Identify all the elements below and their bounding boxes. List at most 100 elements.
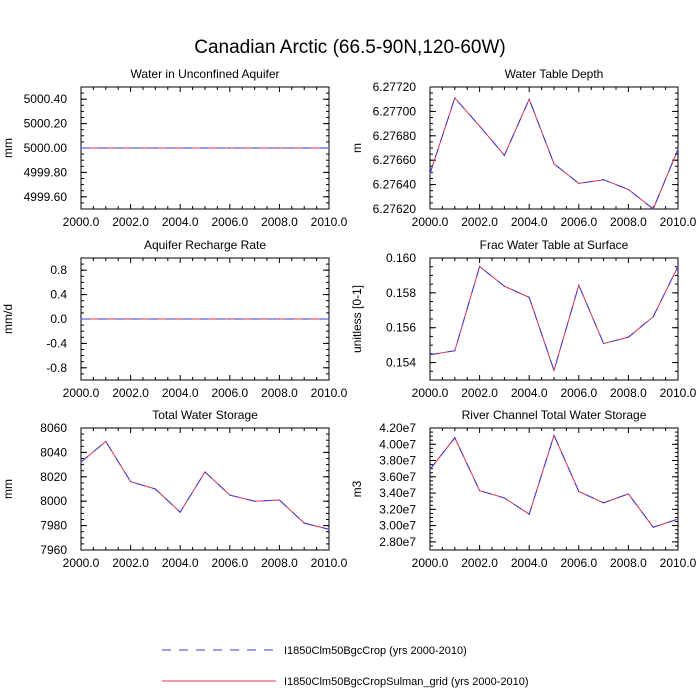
legend-label-case1: I1850Clm50BgcCrop (yrs 2000-2010): [284, 645, 467, 657]
x-tick-label: 2006.0: [211, 386, 248, 400]
y-tick-label: 7980: [40, 519, 67, 533]
data-point: [578, 284, 580, 286]
x-tick-label: 2002.0: [112, 556, 149, 570]
y-tick-label: 4.00e7: [379, 437, 416, 451]
data-point: [652, 208, 654, 210]
x-tick-label: 2008.0: [261, 556, 298, 570]
series-line-case2: [80, 440, 330, 530]
data-point: [204, 147, 206, 149]
series-line-case1: [80, 440, 330, 530]
data-point: [278, 147, 280, 149]
y-tick-label: 0.154: [386, 356, 416, 370]
data-point: [303, 522, 305, 524]
y-tick-label: 6.27620: [373, 202, 417, 216]
y-tick-label: 0.0: [50, 312, 67, 326]
y-tick-label: 6.27680: [373, 129, 417, 143]
y-tick-label: 3.60e7: [379, 470, 416, 484]
series-line-case2: [429, 433, 679, 528]
data-point: [528, 296, 530, 298]
y-tick-label: 4999.60: [24, 190, 68, 204]
data-point: [130, 481, 132, 483]
data-point: [528, 513, 530, 515]
legend-label-case2: I1850Clm50BgcCropSulman_grid (yrs 2000-2…: [284, 676, 529, 688]
figure-title: Canadian Arctic (66.5-90N,120-60W): [194, 37, 506, 58]
x-tick-label: 2010.0: [660, 215, 697, 229]
series-line-case1: [429, 433, 679, 528]
series-line-case1: [429, 96, 679, 210]
data-point: [130, 318, 132, 320]
y-tick-label: 0.8: [50, 263, 67, 277]
x-tick-label: 2000.0: [412, 386, 449, 400]
y-tick-label: 6.27700: [373, 104, 417, 118]
y-tick-label: 7960: [40, 543, 67, 557]
data-point: [429, 173, 431, 175]
data-point: [627, 336, 630, 338]
data-point: [278, 499, 280, 501]
data-point: [627, 188, 630, 191]
data-point: [454, 350, 456, 352]
data-point: [105, 440, 107, 443]
data-point: [578, 490, 580, 493]
y-axis-label: mm: [1, 138, 15, 158]
x-tick-label: 2006.0: [211, 556, 248, 570]
chart-panel-2: Aquifer Recharge Rate mm/d 2000.0 2002.0 200…: [1, 238, 348, 400]
x-tick-label: 2010.0: [660, 556, 697, 570]
y-tick-label: 2.80e7: [379, 535, 416, 549]
x-tick-label: 2006.0: [211, 215, 248, 229]
x-tick-label: 2000.0: [63, 556, 100, 570]
data-point: [503, 154, 505, 156]
y-tick-label: 4999.80: [24, 165, 68, 179]
series-line-case1: [429, 265, 679, 373]
y-tick-label: 0.158: [386, 286, 416, 300]
data-point: [328, 318, 330, 320]
x-tick-label: 2010.0: [311, 386, 348, 400]
data-point: [105, 318, 107, 320]
x-tick-label: 2002.0: [461, 386, 498, 400]
y-tick-label: 3.00e7: [379, 519, 416, 533]
data-point: [229, 318, 231, 320]
plot-frame: [429, 257, 679, 381]
data-point: [627, 493, 630, 495]
data-point: [503, 285, 505, 287]
data-point: [479, 125, 481, 127]
data-point: [503, 497, 505, 499]
y-tick-label: -0.4: [46, 336, 67, 350]
data-point: [652, 316, 654, 318]
data-point: [578, 182, 580, 184]
data-point: [454, 437, 456, 439]
x-tick-label: 2010.0: [311, 215, 348, 229]
data-point: [130, 147, 132, 149]
series-line-case2: [429, 265, 679, 373]
y-tick-label: 3.40e7: [379, 486, 416, 500]
series-line-case2: [429, 96, 679, 210]
y-tick-label: 5000.40: [24, 92, 68, 106]
x-tick-label: 2004.0: [511, 556, 548, 570]
y-tick-label: 0.160: [386, 251, 416, 265]
plot-frame: [429, 427, 679, 551]
x-tick-label: 2004.0: [162, 215, 199, 229]
y-tick-label: 6.27660: [373, 153, 417, 167]
x-tick-label: 2004.0: [511, 215, 548, 229]
y-tick-label: 4.20e7: [379, 421, 416, 435]
plot-frame: [80, 427, 330, 551]
data-point: [303, 318, 305, 320]
panel-title: Total Water Storage: [152, 408, 258, 422]
data-point: [328, 528, 330, 530]
y-tick-label: 0.156: [386, 321, 416, 335]
y-tick-label: 8060: [40, 421, 67, 435]
chart-panel-1: Water Table Depth m 2000.0 2002.0 2004.0 2006…: [350, 67, 697, 229]
legend: I1850Clm50BgcCrop (yrs 2000-2010) I1850C…: [162, 645, 529, 688]
data-point: [677, 148, 679, 150]
data-point: [179, 511, 181, 513]
plot-frame: [429, 86, 679, 210]
x-tick-label: 2008.0: [610, 215, 647, 229]
data-point: [429, 354, 431, 356]
data-point: [528, 98, 530, 100]
y-axis-label: m: [350, 143, 364, 153]
chart-panel-5: River Channel Total Water Storage m3 2000.…: [350, 408, 697, 570]
data-point: [479, 490, 481, 492]
x-tick-label: 2004.0: [162, 386, 199, 400]
x-tick-label: 2002.0: [461, 215, 498, 229]
data-point: [229, 147, 231, 149]
x-tick-label: 2006.0: [560, 556, 597, 570]
